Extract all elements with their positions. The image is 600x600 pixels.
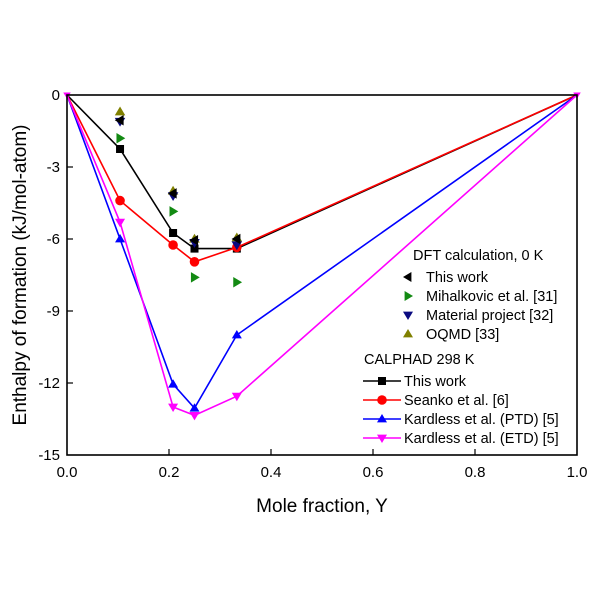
data-point [168,240,178,250]
y-tick-label: -12 [38,375,60,392]
legend-label: Kardless et al. (PTD) [5] [404,412,559,428]
y-axis-label: Enthalpy of formation (kJ/mol-atom) [10,125,31,426]
x-tick-label: 1.0 [567,464,588,481]
data-point [169,229,178,237]
legend-label: Material project [32] [426,308,553,324]
x-tick-label: 0.2 [159,464,180,481]
legend-label: This work [404,374,467,390]
y-tick-label: 0 [52,87,60,104]
y-tick-label: -3 [47,159,60,176]
legend-label: Kardless et al. (ETD) [5] [404,431,559,447]
markers-layer [63,92,581,421]
y-tick-label: -6 [47,231,60,248]
legend-group-title: DFT calculation, 0 K [413,248,544,264]
x-axis-label: Mole fraction, Y [256,496,388,517]
lines-layer [66,94,578,417]
plot-frame [66,94,578,456]
ticks-layer: 0.0 0.2 0.4 0.6 0.8 1.0 0 -3 -6 -9 -12 -15 [38,87,587,481]
legend-marker [378,377,386,385]
legend-label: This work [426,270,489,286]
data-point [115,195,125,206]
data-point [168,403,179,412]
legend: DFT calculation, 0 K This work Mihalkovic… [363,248,559,447]
legend-marker [377,434,387,443]
series-line-1 [66,94,578,263]
legend-marker [404,291,413,301]
dft-data-point [189,234,199,246]
y-tick-label: -9 [47,303,60,320]
data-point [168,379,179,388]
legend-marker [377,414,387,423]
x-tick-label: 0.8 [465,464,486,481]
legend-label: OQMD [33] [426,327,499,343]
dft-data-point [233,276,243,288]
data-point [189,412,200,421]
legend-label: Seanko et al. [6] [404,393,509,409]
data-point [231,330,242,339]
data-point [231,392,242,402]
series-line-0 [66,94,578,250]
legend-group-title: CALPHAD 298 K [364,352,475,368]
series-line-2 [66,94,578,410]
data-point [189,403,200,412]
dft-data-point [190,272,200,283]
dft-data-point [169,206,179,217]
legend-marker [403,272,412,282]
series-line-3 [66,94,578,417]
legend-label: Mihalkovic et al. [31] [426,289,557,305]
legend-marker [403,329,413,338]
x-tick-label: 0.0 [57,464,78,481]
data-point [189,257,200,267]
x-tick-label: 0.4 [261,464,282,481]
dft-data-point [231,233,241,245]
x-tick-label: 0.6 [363,464,384,481]
dft-data-point [114,114,124,126]
dft-data-point [116,132,126,144]
data-point [116,145,125,153]
legend-marker [403,311,413,320]
data-point [115,218,126,228]
dft-data-point [114,106,126,116]
dft-data-point [167,188,177,199]
data-point [190,244,199,253]
data-point [115,234,126,243]
y-tick-label: -15 [38,447,60,464]
legend-marker [377,395,387,405]
